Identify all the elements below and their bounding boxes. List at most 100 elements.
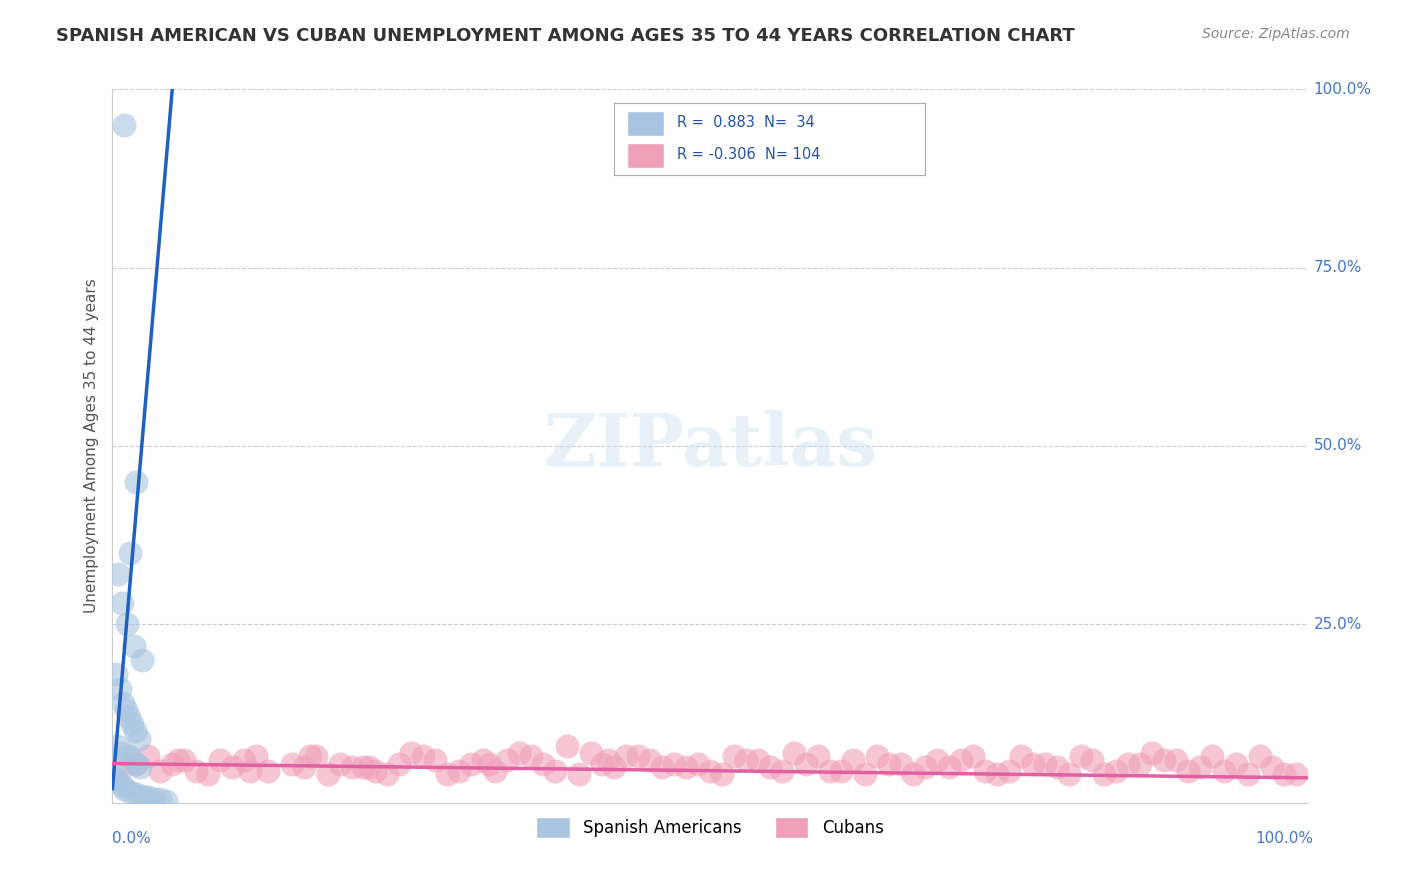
Point [1189,760,1212,774]
Point [118,756,141,771]
Point [938,760,960,774]
Point [603,760,626,774]
Point [651,760,673,774]
Point [239,764,262,778]
Y-axis label: Unemployment Among Ages 35 to 44 years: Unemployment Among Ages 35 to 44 years [83,278,98,614]
Point [998,764,1021,778]
Point [579,746,602,760]
Point [104,771,127,785]
Point [364,764,387,778]
Point [1022,756,1045,771]
Legend: Spanish Americans, Cubans: Spanish Americans, Cubans [530,811,890,845]
Point [111,778,134,792]
Text: 100.0%: 100.0% [1256,831,1313,847]
Point [1153,753,1175,767]
Point [616,749,638,764]
Point [472,753,495,767]
Point [747,753,769,767]
Point [292,760,315,774]
Point [131,789,153,803]
Point [962,749,984,764]
Point [627,749,650,764]
Point [305,749,328,764]
Point [903,767,925,781]
Point [543,764,565,778]
Point [129,760,152,774]
Point [735,753,758,767]
Point [1261,760,1284,774]
Point [105,739,128,753]
Point [186,764,208,778]
Point [352,760,374,774]
Point [807,749,830,764]
Point [974,764,997,778]
Point [143,791,166,805]
Point [221,760,243,774]
Point [496,753,519,767]
Point [359,760,381,774]
Point [1105,764,1128,778]
Point [818,764,841,778]
Point [128,731,150,746]
Point [412,749,434,764]
Point [1033,756,1056,771]
Point [377,767,399,781]
Point [298,749,321,764]
Point [103,767,125,781]
Point [1081,753,1104,767]
Point [120,546,142,560]
Point [447,764,470,778]
Point [340,760,363,774]
Point [842,753,865,767]
Point [122,639,145,653]
Point [316,767,339,781]
Point [245,749,267,764]
Point [555,739,578,753]
Point [508,746,530,760]
Point [568,767,591,781]
Point [831,764,853,778]
Point [1142,746,1164,760]
Point [125,756,148,771]
Point [125,787,148,801]
Point [105,667,128,681]
Point [114,703,136,717]
Text: 100.0%: 100.0% [1313,82,1372,96]
Point [759,760,782,774]
Point [1046,760,1069,774]
Point [107,774,129,789]
Point [425,753,447,767]
Point [986,767,1008,781]
Point [1094,767,1116,781]
Point [401,746,423,760]
Point [110,746,132,760]
Point [927,753,949,767]
Point [125,475,148,489]
Point [699,764,721,778]
Point [770,764,793,778]
Point [329,756,352,771]
Point [121,753,143,767]
Text: SPANISH AMERICAN VS CUBAN UNEMPLOYMENT AMONG AGES 35 TO 44 YEARS CORRELATION CHA: SPANISH AMERICAN VS CUBAN UNEMPLOYMENT A… [56,27,1076,45]
Point [914,760,936,774]
Point [388,756,411,771]
Point [484,764,506,778]
Point [1177,764,1199,778]
Point [108,681,131,696]
Point [124,724,146,739]
Point [664,756,686,771]
Point [162,756,183,771]
Point [1070,749,1092,764]
Text: 0.0%: 0.0% [112,831,152,847]
Point [114,118,135,132]
Point [531,756,554,771]
Point [115,617,138,632]
Point [890,756,912,771]
Point [1213,764,1236,778]
Point [794,756,817,771]
Point [155,794,177,808]
Point [114,781,135,796]
Point [131,653,153,667]
Point [138,790,160,805]
Text: ZIPatlas: ZIPatlas [543,410,877,482]
